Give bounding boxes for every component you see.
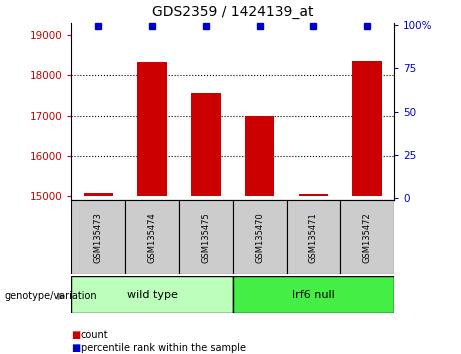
Bar xyxy=(191,93,221,196)
FancyBboxPatch shape xyxy=(233,200,287,274)
Bar xyxy=(137,62,167,196)
Bar xyxy=(83,193,113,196)
Bar xyxy=(299,194,328,196)
Text: GSM135474: GSM135474 xyxy=(148,212,157,263)
Text: genotype/variation: genotype/variation xyxy=(5,291,97,301)
FancyBboxPatch shape xyxy=(179,200,233,274)
Bar xyxy=(245,116,274,196)
Text: wild type: wild type xyxy=(127,290,177,300)
FancyBboxPatch shape xyxy=(125,200,179,274)
Text: ■: ■ xyxy=(71,343,81,353)
Text: GSM135475: GSM135475 xyxy=(201,212,210,263)
Text: lrf6 null: lrf6 null xyxy=(292,290,335,300)
Text: ■: ■ xyxy=(71,330,81,339)
Text: GSM135471: GSM135471 xyxy=(309,212,318,263)
FancyBboxPatch shape xyxy=(287,200,340,274)
Bar xyxy=(353,61,382,196)
FancyBboxPatch shape xyxy=(71,200,125,274)
Title: GDS2359 / 1424139_at: GDS2359 / 1424139_at xyxy=(152,5,313,19)
FancyBboxPatch shape xyxy=(233,276,394,313)
Text: count: count xyxy=(81,330,108,339)
Text: GSM135472: GSM135472 xyxy=(363,212,372,263)
FancyBboxPatch shape xyxy=(71,276,233,313)
Text: percentile rank within the sample: percentile rank within the sample xyxy=(81,343,246,353)
FancyBboxPatch shape xyxy=(340,200,394,274)
Text: GSM135470: GSM135470 xyxy=(255,212,264,263)
Text: GSM135473: GSM135473 xyxy=(94,212,103,263)
